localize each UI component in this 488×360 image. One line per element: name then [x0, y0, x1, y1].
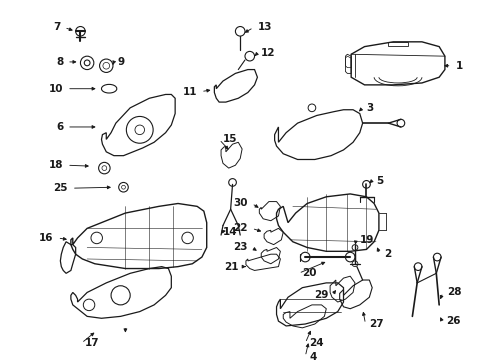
Text: 15: 15 — [223, 134, 237, 144]
Text: 27: 27 — [368, 319, 383, 329]
Text: 2: 2 — [383, 249, 390, 259]
Text: 19: 19 — [359, 235, 373, 245]
Text: 26: 26 — [445, 316, 459, 326]
Text: 18: 18 — [49, 160, 63, 170]
Text: 4: 4 — [308, 352, 316, 360]
Text: 24: 24 — [308, 338, 323, 348]
Text: 25: 25 — [53, 183, 68, 193]
Text: 29: 29 — [313, 290, 327, 300]
Text: 6: 6 — [56, 122, 63, 132]
Text: 1: 1 — [454, 61, 462, 71]
Text: 17: 17 — [85, 338, 100, 348]
Text: 20: 20 — [302, 268, 316, 278]
Text: 21: 21 — [224, 262, 238, 272]
Text: 8: 8 — [56, 57, 63, 67]
Text: 10: 10 — [49, 84, 63, 94]
Text: 11: 11 — [183, 86, 197, 96]
Text: 23: 23 — [233, 243, 247, 252]
Text: 28: 28 — [446, 287, 460, 297]
Text: 16: 16 — [39, 233, 54, 243]
Text: 9: 9 — [118, 57, 124, 67]
Text: 12: 12 — [261, 48, 275, 58]
Text: 5: 5 — [375, 176, 383, 185]
Text: 7: 7 — [53, 22, 60, 32]
Text: 22: 22 — [233, 223, 247, 233]
Text: 3: 3 — [366, 103, 373, 113]
Text: 13: 13 — [257, 22, 271, 32]
Text: 30: 30 — [233, 198, 247, 208]
Text: 14: 14 — [223, 227, 237, 237]
